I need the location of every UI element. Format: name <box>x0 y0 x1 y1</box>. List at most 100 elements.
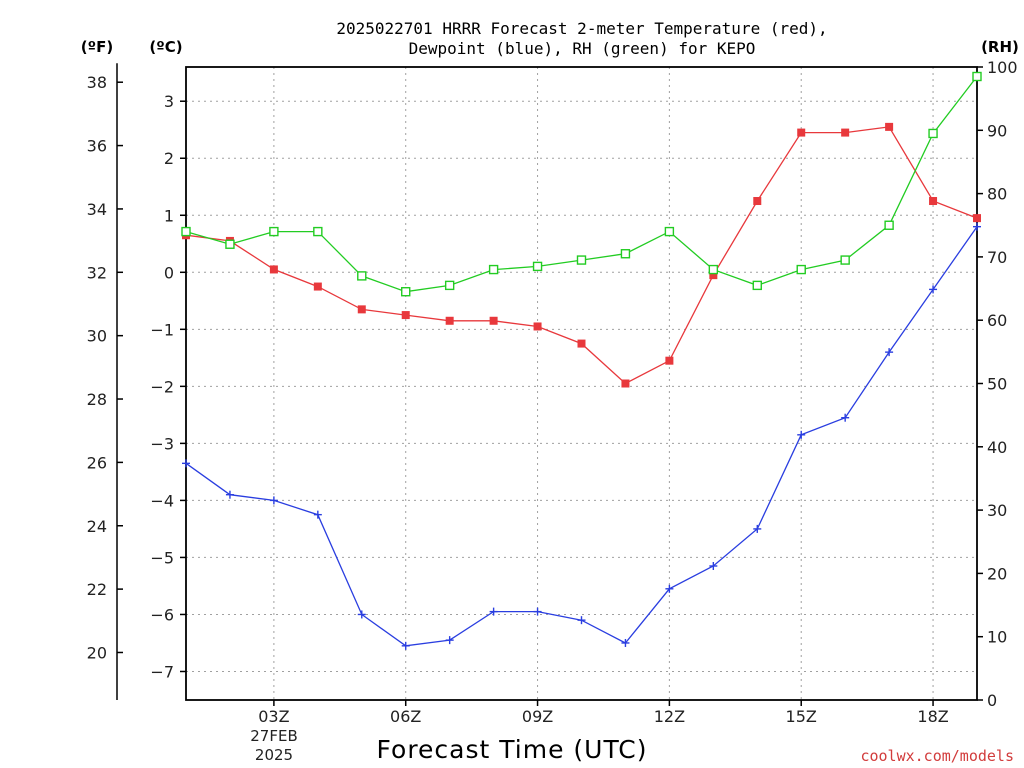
celsius-tick-label: −2 <box>150 377 174 396</box>
fahrenheit-tick-label: 32 <box>87 263 107 282</box>
axes <box>116 63 983 706</box>
temperature-marker <box>269 265 278 274</box>
rh-tick-label: 70 <box>987 248 1007 267</box>
rh-tick-label: 60 <box>987 311 1007 330</box>
date-label-year: 2025 <box>255 746 293 764</box>
celsius-unit-label: (ºC) <box>149 38 182 56</box>
dewpoint-marker <box>401 641 410 650</box>
dewpoint-marker <box>709 561 718 570</box>
dewpoint-marker <box>841 413 850 422</box>
rh-marker <box>313 226 323 237</box>
celsius-tick-label: 3 <box>164 92 174 111</box>
x-axis-label: Forecast Time (UTC) <box>377 735 648 764</box>
rh-marker <box>664 226 675 237</box>
rh-marker <box>708 264 719 275</box>
fahrenheit-tick-label: 26 <box>87 453 107 472</box>
rh-unit-label: (RH) <box>981 38 1019 56</box>
temperature-marker <box>665 356 674 365</box>
rh-marker <box>840 255 850 265</box>
temperature-marker <box>753 197 762 206</box>
rh-marker <box>488 264 499 275</box>
temperature-marker <box>489 316 498 325</box>
temperature-marker <box>445 316 454 325</box>
temperature-marker <box>841 128 850 137</box>
temperature-marker <box>709 271 718 280</box>
dewpoint-marker <box>885 348 894 357</box>
dewpoint-marker <box>269 496 278 505</box>
temperature-marker <box>797 128 806 137</box>
dewpoint-marker <box>489 607 498 616</box>
celsius-tick-label: −5 <box>150 548 174 567</box>
rh-marker <box>752 280 762 291</box>
rh-tick-label: 40 <box>987 438 1007 457</box>
rh-tick-label: 80 <box>987 185 1007 204</box>
rh-marker <box>972 71 982 82</box>
time-tick-label: 03Z <box>258 707 289 726</box>
fahrenheit-tick-label: 36 <box>87 137 107 156</box>
fahrenheit-tick-label: 24 <box>87 517 107 536</box>
dewpoint-marker <box>313 510 322 519</box>
temperature-marker <box>401 311 410 320</box>
dewpoint-line <box>185 226 978 647</box>
time-tick-label: 12Z <box>654 707 685 726</box>
date-label-day: 27FEB <box>250 727 297 745</box>
rh-marker <box>269 226 279 237</box>
rh-tick-label: 30 <box>987 501 1007 520</box>
dewpoint-marker <box>797 430 806 439</box>
celsius-tick-label: 0 <box>164 263 174 282</box>
dewpoint-marker <box>577 616 586 625</box>
temperature-marker <box>885 122 894 131</box>
celsius-tick-label: −1 <box>150 320 174 339</box>
time-tick-label: 18Z <box>917 707 948 726</box>
rh-tick-label: 100 <box>987 58 1018 77</box>
fahrenheit-tick-label: 38 <box>87 73 107 92</box>
chart-title-line-1: 2025022701 HRRR Forecast 2-meter Tempera… <box>336 19 827 38</box>
rh-marker <box>401 287 411 297</box>
credit-text: coolwx.com/models <box>860 747 1014 765</box>
celsius-tick-label: −4 <box>150 491 174 510</box>
rh-tick-label: 10 <box>987 628 1007 647</box>
data-series <box>181 71 982 650</box>
dewpoint-marker <box>621 638 630 647</box>
fahrenheit-tick-label: 34 <box>87 200 107 219</box>
rh-tick-label: 90 <box>987 121 1007 140</box>
rh-marker <box>357 271 367 281</box>
dewpoint-marker <box>445 636 454 645</box>
rh-tick-label: 20 <box>987 564 1007 583</box>
temperature-marker <box>533 322 542 331</box>
fahrenheit-tick-label: 22 <box>87 580 107 599</box>
dewpoint-marker <box>929 285 938 294</box>
dewpoint-marker <box>225 490 234 499</box>
dewpoint-marker <box>753 524 762 533</box>
temperature-marker <box>973 214 981 223</box>
rh-marker <box>620 249 631 259</box>
rh-marker <box>796 264 806 275</box>
fahrenheit-tick-label: 28 <box>87 390 107 409</box>
fahrenheit-tick-label: 20 <box>87 643 107 662</box>
rh-marker <box>884 220 894 230</box>
fahrenheit-unit-label: (ºF) <box>81 38 113 56</box>
dewpoint-marker <box>533 607 542 616</box>
time-tick-label: 15Z <box>786 707 817 726</box>
celsius-tick-label: 2 <box>164 149 174 168</box>
dewpoint-marker <box>973 222 981 231</box>
rh-marker <box>576 255 587 265</box>
rh-marker <box>181 226 191 237</box>
temperature-marker <box>313 282 322 291</box>
celsius-tick-label: 1 <box>164 206 174 225</box>
dewpoint-marker <box>357 610 366 619</box>
temperature-marker <box>357 305 366 314</box>
rh-tick-label: 50 <box>987 375 1007 394</box>
plot-frame <box>185 66 978 701</box>
celsius-tick-label: −6 <box>150 605 174 624</box>
time-tick-label: 06Z <box>390 707 421 726</box>
fahrenheit-tick-label: 30 <box>87 327 107 346</box>
grid-lines <box>186 67 977 700</box>
celsius-tick-label: −7 <box>150 662 174 681</box>
rh-marker <box>225 239 235 249</box>
rh-marker <box>444 280 455 291</box>
rh-marker <box>928 128 938 139</box>
dewpoint-marker <box>665 584 674 593</box>
rh-marker <box>532 261 543 272</box>
